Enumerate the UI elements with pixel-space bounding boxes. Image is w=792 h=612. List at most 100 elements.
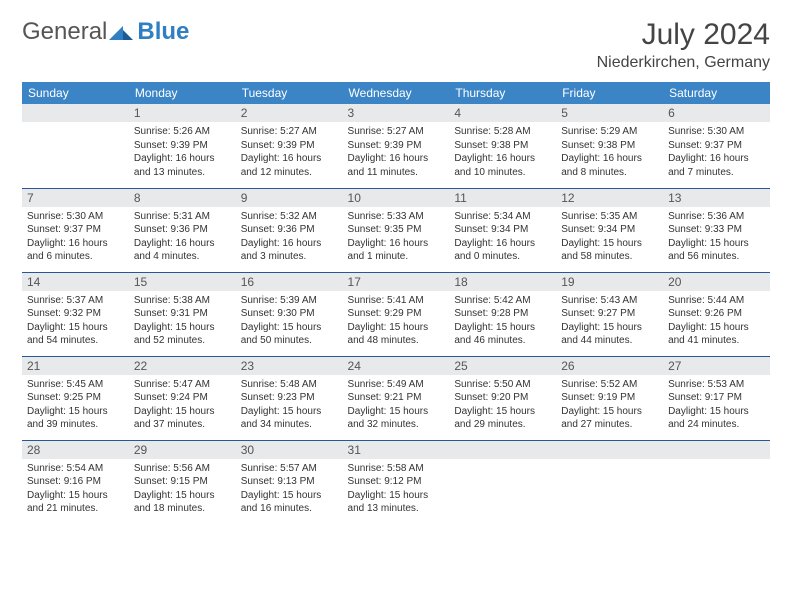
day-info: Sunrise: 5:45 AMSunset: 9:25 PMDaylight:…: [22, 375, 129, 437]
day-info-line: Sunrise: 5:30 AM: [27, 210, 124, 224]
calendar-cell: 6Sunrise: 5:30 AMSunset: 9:37 PMDaylight…: [663, 104, 770, 188]
day-info-line: Daylight: 16 hours: [348, 237, 445, 251]
day-info-line: Sunset: 9:31 PM: [134, 307, 231, 321]
calendar-cell: 18Sunrise: 5:42 AMSunset: 9:28 PMDayligh…: [449, 272, 556, 356]
calendar-cell: 27Sunrise: 5:53 AMSunset: 9:17 PMDayligh…: [663, 356, 770, 440]
day-info: Sunrise: 5:32 AMSunset: 9:36 PMDaylight:…: [236, 207, 343, 269]
weekday-header: Monday: [129, 82, 236, 104]
day-info-line: Daylight: 15 hours: [668, 237, 765, 251]
day-info-line: Sunset: 9:13 PM: [241, 475, 338, 489]
day-info-line: Daylight: 15 hours: [27, 321, 124, 335]
logo-icon: [109, 22, 135, 42]
day-info-line: and 50 minutes.: [241, 334, 338, 348]
calendar-cell: 23Sunrise: 5:48 AMSunset: 9:23 PMDayligh…: [236, 356, 343, 440]
day-info-line: Sunrise: 5:41 AM: [348, 294, 445, 308]
day-info: Sunrise: 5:27 AMSunset: 9:39 PMDaylight:…: [343, 122, 450, 184]
calendar-cell: 13Sunrise: 5:36 AMSunset: 9:33 PMDayligh…: [663, 188, 770, 272]
day-info-line: Sunset: 9:29 PM: [348, 307, 445, 321]
day-info-line: Daylight: 15 hours: [348, 321, 445, 335]
day-info-line: and 37 minutes.: [134, 418, 231, 432]
day-info-line: Sunset: 9:39 PM: [348, 139, 445, 153]
month-title: July 2024: [597, 18, 770, 52]
day-info-line: Sunrise: 5:53 AM: [668, 378, 765, 392]
day-number: 21: [22, 357, 129, 375]
day-info-line: Sunrise: 5:44 AM: [668, 294, 765, 308]
day-number: 9: [236, 189, 343, 207]
day-info-line: Sunrise: 5:36 AM: [668, 210, 765, 224]
day-info-line: and 21 minutes.: [27, 502, 124, 516]
day-info-line: and 54 minutes.: [27, 334, 124, 348]
day-info-line: Sunset: 9:33 PM: [668, 223, 765, 237]
day-info-line: and 13 minutes.: [348, 502, 445, 516]
day-info: Sunrise: 5:48 AMSunset: 9:23 PMDaylight:…: [236, 375, 343, 437]
day-info-line: Daylight: 15 hours: [561, 405, 658, 419]
calendar-table: Sunday Monday Tuesday Wednesday Thursday…: [22, 82, 770, 524]
day-info-line: and 24 minutes.: [668, 418, 765, 432]
day-number: 20: [663, 273, 770, 291]
day-info: Sunrise: 5:27 AMSunset: 9:39 PMDaylight:…: [236, 122, 343, 184]
day-info-line: and 41 minutes.: [668, 334, 765, 348]
day-number: 28: [22, 441, 129, 459]
day-number: 30: [236, 441, 343, 459]
day-info-line: Sunset: 9:24 PM: [134, 391, 231, 405]
day-info-line: Daylight: 15 hours: [27, 489, 124, 503]
day-info-line: Daylight: 15 hours: [561, 321, 658, 335]
day-info: Sunrise: 5:29 AMSunset: 9:38 PMDaylight:…: [556, 122, 663, 184]
day-info-line: and 48 minutes.: [348, 334, 445, 348]
day-info-line: Daylight: 16 hours: [241, 152, 338, 166]
day-info-line: Sunset: 9:36 PM: [134, 223, 231, 237]
location: Niederkirchen, Germany: [597, 54, 770, 72]
day-info-line: and 46 minutes.: [454, 334, 551, 348]
day-info-line: Sunset: 9:39 PM: [134, 139, 231, 153]
day-info-line: Sunset: 9:12 PM: [348, 475, 445, 489]
day-info-line: and 44 minutes.: [561, 334, 658, 348]
calendar-cell: 15Sunrise: 5:38 AMSunset: 9:31 PMDayligh…: [129, 272, 236, 356]
day-info-line: Sunrise: 5:58 AM: [348, 462, 445, 476]
calendar-cell: 17Sunrise: 5:41 AMSunset: 9:29 PMDayligh…: [343, 272, 450, 356]
day-info-line: and 29 minutes.: [454, 418, 551, 432]
calendar-cell: 21Sunrise: 5:45 AMSunset: 9:25 PMDayligh…: [22, 356, 129, 440]
day-number: 11: [449, 189, 556, 207]
day-info-line: Sunrise: 5:35 AM: [561, 210, 658, 224]
day-info-line: Sunset: 9:23 PM: [241, 391, 338, 405]
day-info-line: Sunrise: 5:29 AM: [561, 125, 658, 139]
calendar-cell: 8Sunrise: 5:31 AMSunset: 9:36 PMDaylight…: [129, 188, 236, 272]
day-info-line: and 16 minutes.: [241, 502, 338, 516]
calendar-cell: [449, 440, 556, 524]
calendar-cell: 19Sunrise: 5:43 AMSunset: 9:27 PMDayligh…: [556, 272, 663, 356]
day-info: Sunrise: 5:28 AMSunset: 9:38 PMDaylight:…: [449, 122, 556, 184]
day-info-line: Sunset: 9:30 PM: [241, 307, 338, 321]
calendar-cell: 2Sunrise: 5:27 AMSunset: 9:39 PMDaylight…: [236, 104, 343, 188]
day-info-line: and 39 minutes.: [27, 418, 124, 432]
day-info: Sunrise: 5:39 AMSunset: 9:30 PMDaylight:…: [236, 291, 343, 353]
day-number: 5: [556, 104, 663, 122]
calendar-cell: 16Sunrise: 5:39 AMSunset: 9:30 PMDayligh…: [236, 272, 343, 356]
calendar-row: 14Sunrise: 5:37 AMSunset: 9:32 PMDayligh…: [22, 272, 770, 356]
day-info: Sunrise: 5:30 AMSunset: 9:37 PMDaylight:…: [22, 207, 129, 269]
day-number: 8: [129, 189, 236, 207]
day-info: Sunrise: 5:42 AMSunset: 9:28 PMDaylight:…: [449, 291, 556, 353]
calendar-cell: [22, 104, 129, 188]
day-info-line: Sunrise: 5:27 AM: [348, 125, 445, 139]
day-info-line: Sunset: 9:28 PM: [454, 307, 551, 321]
day-info-line: Sunset: 9:21 PM: [348, 391, 445, 405]
calendar-cell: 12Sunrise: 5:35 AMSunset: 9:34 PMDayligh…: [556, 188, 663, 272]
day-info-line: and 12 minutes.: [241, 166, 338, 180]
day-info-line: and 56 minutes.: [668, 250, 765, 264]
day-info-line: Sunset: 9:39 PM: [241, 139, 338, 153]
day-info: Sunrise: 5:31 AMSunset: 9:36 PMDaylight:…: [129, 207, 236, 269]
day-info-line: Sunrise: 5:54 AM: [27, 462, 124, 476]
day-info: Sunrise: 5:47 AMSunset: 9:24 PMDaylight:…: [129, 375, 236, 437]
day-number: 29: [129, 441, 236, 459]
calendar-row: 21Sunrise: 5:45 AMSunset: 9:25 PMDayligh…: [22, 356, 770, 440]
day-info-line: Daylight: 15 hours: [134, 321, 231, 335]
day-info-line: Daylight: 15 hours: [27, 405, 124, 419]
day-number-empty: [22, 104, 129, 122]
calendar-cell: 3Sunrise: 5:27 AMSunset: 9:39 PMDaylight…: [343, 104, 450, 188]
day-info-line: Sunset: 9:37 PM: [668, 139, 765, 153]
day-info-line: Sunset: 9:37 PM: [27, 223, 124, 237]
day-number: 27: [663, 357, 770, 375]
day-info-line: Sunset: 9:26 PM: [668, 307, 765, 321]
day-info-line: Sunrise: 5:28 AM: [454, 125, 551, 139]
day-number-empty: [449, 441, 556, 459]
